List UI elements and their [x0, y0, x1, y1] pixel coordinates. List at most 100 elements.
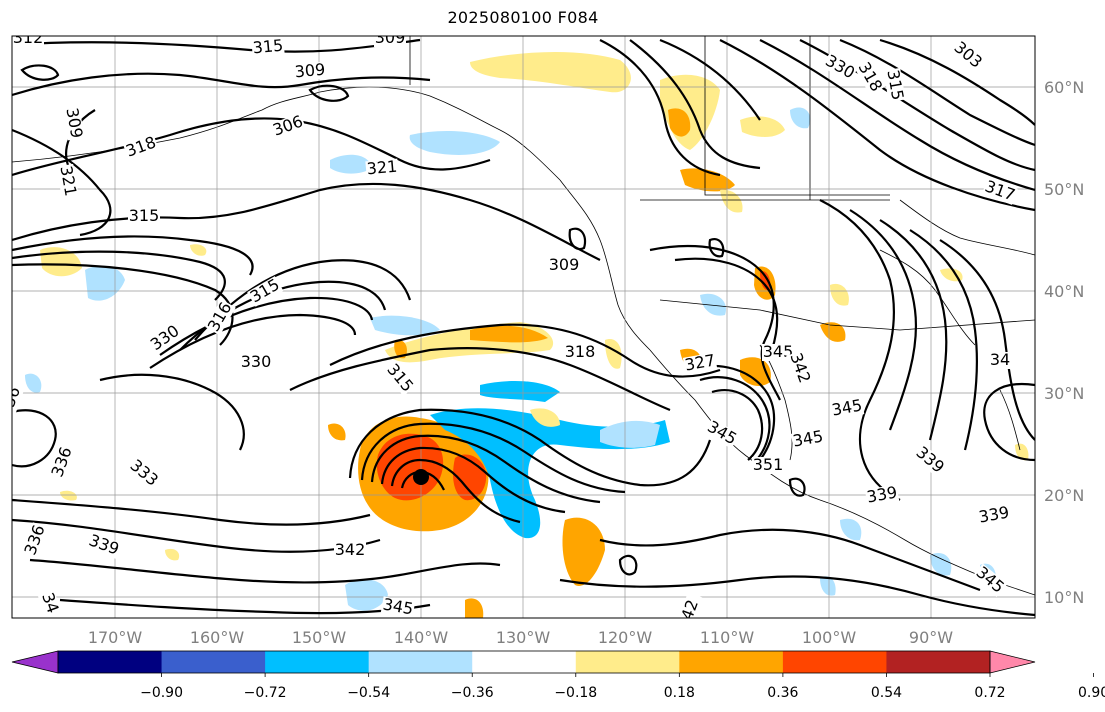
colorbar-tick-label: 0.36: [767, 685, 798, 701]
contour-label-bg: [147, 322, 184, 355]
contour-label: 42: [677, 597, 702, 623]
contour-label-bg: [911, 443, 948, 478]
colorbar-tick-labels: −0.90 −0.72 −0.54 −0.36 −0.18 0.18 0.36 0.54 0.7…: [140, 673, 1105, 701]
colorbar-segment: [58, 651, 163, 673]
contour-label-bg: [790, 428, 826, 451]
contour-label-bg: [251, 37, 285, 58]
colorbar-tick-label: −0.54: [347, 685, 390, 701]
contour-label-bg: [128, 208, 160, 225]
colorbar: [11, 650, 1036, 674]
contour-label: 345: [763, 342, 794, 361]
colorbar-segment: [886, 651, 991, 673]
contour-label: 309: [549, 255, 580, 274]
contour-label-bg: [854, 59, 885, 96]
contour-label-bg: [949, 38, 986, 73]
contour-label: 309: [375, 28, 406, 47]
lon-tick-label: 140°W: [394, 628, 449, 647]
lat-tick-label: 20°N: [1044, 486, 1084, 505]
colorbar-segment: [782, 651, 887, 673]
contour-label-bg: [49, 444, 76, 481]
contour-label-bg: [883, 67, 906, 103]
lat-tick-label: 30°N: [1044, 384, 1084, 403]
contour-label-bg: [971, 563, 1008, 598]
contour-label-bg: [247, 276, 284, 307]
colorbar-tick-label: 0.54: [871, 685, 902, 701]
contour-label-bg: [240, 354, 272, 371]
contour-label-bg: [293, 61, 327, 82]
colorbar-segment: [679, 651, 784, 673]
contour-label-bg: [205, 299, 236, 336]
lon-tick-label: 90°W: [909, 628, 953, 647]
contour-label: 309: [294, 60, 326, 82]
lon-tick-label: 110°W: [700, 628, 755, 647]
contour-label-bg: [36, 585, 63, 618]
contour-label-bg: [56, 163, 79, 199]
graticule: [12, 36, 1035, 618]
contour-label-bg: [270, 113, 307, 140]
contour-label-bg: [677, 592, 704, 618]
lat-tick-label: 10°N: [1044, 588, 1084, 607]
contour-label-bg: [682, 352, 718, 375]
contour-label-bg: [12, 36, 44, 47]
colorbar-tick-label: −0.36: [451, 685, 494, 701]
contour-label: 342: [335, 540, 366, 559]
contour-label-bg: [125, 456, 162, 491]
contour-label: 312: [13, 28, 44, 47]
contour-label-bg: [752, 457, 784, 474]
lat-tick-label: 50°N: [1044, 180, 1084, 199]
colorbar-extend-low: [11, 650, 59, 674]
contour-label-bg: [334, 542, 366, 559]
colorbar-segment: [575, 651, 680, 673]
lon-tick-label: 170°W: [88, 628, 143, 647]
contour-label: 315: [129, 206, 160, 225]
colorbar-outline: [57, 650, 991, 674]
contour-label-bg: [864, 484, 900, 507]
contour-label-bg: [380, 596, 416, 618]
lon-tick-label: 160°W: [190, 628, 245, 647]
colorbar-tick-label: −0.72: [244, 685, 287, 701]
contour-label: 34: [990, 350, 1010, 369]
colorbar-extend-high: [989, 650, 1036, 674]
figure-title: 2025080100 F084: [447, 8, 599, 27]
contour-label: 321: [366, 157, 398, 179]
contour-label-bg: [548, 257, 580, 274]
colorbar-segment: [265, 651, 370, 673]
contour-label-bg: [374, 36, 406, 47]
contour-label: 318: [565, 342, 596, 361]
colorbar-tick-label: 0.72: [974, 685, 1005, 701]
longitude-tick-labels: 170°W 160°W 150°W 140°W 130°W 120°W 110°W 100°W…: [88, 628, 953, 647]
contour-label-bg: [976, 504, 1012, 527]
lon-tick-label: 100°W: [802, 628, 857, 647]
contour-label-bg: [762, 344, 794, 361]
contour-label-bg: [365, 158, 399, 179]
colorbar-tick-label: −0.18: [554, 685, 597, 701]
contour-label-bg: [123, 134, 160, 161]
colorbar-segment: [368, 651, 473, 673]
lat-tick-label: 40°N: [1044, 282, 1084, 301]
lon-tick-label: 130°W: [496, 628, 551, 647]
colorbar-tick-label: −0.90: [140, 685, 183, 701]
contour-label-bg: [981, 178, 1018, 205]
lat-tick-label: 60°N: [1044, 78, 1084, 97]
colorbar-tick-label: 0.90: [1078, 685, 1105, 701]
storm-center-marker: [413, 469, 429, 485]
contour-label-bg: [984, 352, 1016, 369]
colorbar-tick-label: 0.18: [664, 685, 695, 701]
contour-label: 330: [241, 352, 272, 371]
contour-label-bg: [786, 350, 813, 387]
colorbar-segment: [161, 651, 266, 673]
contour-label: 345: [381, 594, 414, 618]
contour-label-bg: [703, 418, 740, 449]
latitude-tick-labels: 60°N 50°N 40°N 30°N 20°N 10°N: [1044, 78, 1084, 607]
contour-label: 351: [753, 455, 784, 474]
contour-label: 315: [252, 36, 284, 58]
lon-tick-label: 150°W: [292, 628, 347, 647]
contour-label-bg: [22, 522, 49, 559]
colorbar-segment: [472, 651, 577, 673]
contour-label-bg: [829, 397, 865, 420]
contour-label: 56: [0, 384, 24, 410]
contour-label-bg: [62, 105, 85, 141]
map-frame: [11, 35, 1036, 619]
contour-label-bg: [382, 360, 417, 397]
